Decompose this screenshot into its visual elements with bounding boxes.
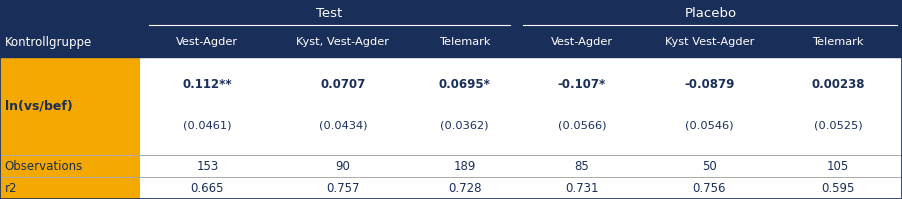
Text: Observations: Observations (5, 160, 83, 173)
Text: Vest-Agder: Vest-Agder (551, 37, 612, 47)
Bar (0, 57, 902, 199)
Text: 85: 85 (575, 160, 589, 173)
Text: ln(vs/bef): ln(vs/bef) (5, 100, 72, 112)
Text: -0.107*: -0.107* (557, 78, 606, 91)
Text: r2: r2 (5, 181, 17, 195)
Text: -0.0879: -0.0879 (685, 78, 734, 91)
Bar (0, 28, 902, 57)
Bar (0, 0, 902, 28)
Text: 0.665: 0.665 (190, 181, 225, 195)
Text: (0.0525): (0.0525) (814, 121, 862, 131)
Text: (0.0362): (0.0362) (440, 121, 489, 131)
Text: 0.595: 0.595 (821, 181, 855, 195)
Text: Vest-Agder: Vest-Agder (177, 37, 238, 47)
Text: 0.731: 0.731 (565, 181, 599, 195)
Text: (0.0461): (0.0461) (183, 121, 232, 131)
Text: 0.756: 0.756 (693, 181, 726, 195)
Text: Kontrollgruppe: Kontrollgruppe (5, 36, 92, 49)
Text: 189: 189 (454, 160, 475, 173)
Text: (0.0566): (0.0566) (557, 121, 606, 131)
Text: Kyst Vest-Agder: Kyst Vest-Agder (665, 37, 754, 47)
Text: 0.728: 0.728 (447, 181, 482, 195)
Text: Placebo: Placebo (685, 7, 736, 20)
Text: 0.00238: 0.00238 (811, 78, 865, 91)
Text: 153: 153 (197, 160, 218, 173)
Text: Telemark: Telemark (438, 37, 491, 47)
Text: 0.0707: 0.0707 (320, 78, 365, 91)
Text: (0.0434): (0.0434) (318, 121, 367, 131)
Text: Test: Test (316, 7, 343, 20)
Text: 0.112**: 0.112** (182, 78, 233, 91)
Text: Telemark: Telemark (812, 37, 864, 47)
Text: 0.757: 0.757 (326, 181, 360, 195)
Text: Kyst, Vest-Agder: Kyst, Vest-Agder (296, 37, 390, 47)
Text: (0.0546): (0.0546) (686, 121, 733, 131)
Bar (0, 57, 140, 199)
Text: 50: 50 (702, 160, 717, 173)
Text: 105: 105 (827, 160, 849, 173)
Text: 0.0695*: 0.0695* (438, 78, 491, 91)
Text: 90: 90 (336, 160, 350, 173)
